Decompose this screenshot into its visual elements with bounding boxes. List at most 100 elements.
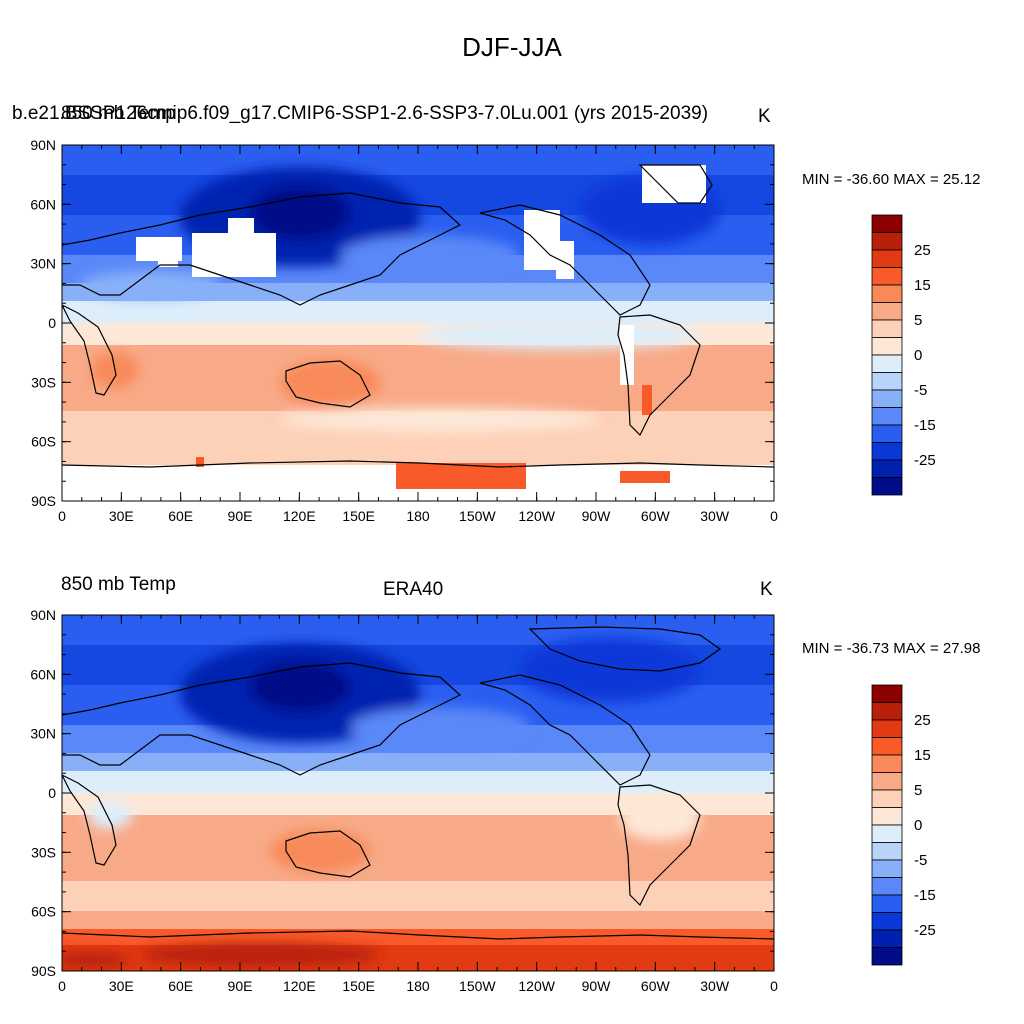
colorbar-swatch	[871, 912, 903, 931]
colorbar-label: 5	[914, 312, 922, 329]
lat-tick-label: 90N	[30, 607, 56, 623]
colorbar-label: 0	[914, 817, 922, 834]
lon-tick-label: 0	[770, 978, 778, 994]
lat-tick-label: 60S	[31, 904, 56, 920]
colorbar-label: 15	[914, 747, 931, 764]
colorbar-label: -5	[914, 852, 927, 869]
panel1-coastlines	[62, 164, 774, 468]
panel1-missing-data-mask	[136, 165, 706, 489]
lat-tick-label: 90S	[31, 963, 56, 979]
colorbar-swatch	[871, 424, 903, 443]
lon-tick-label: 0	[770, 508, 778, 524]
colorbar-swatch	[871, 442, 903, 461]
panel2-left-title: 850 mb Temp	[61, 574, 176, 595]
colorbar-swatch	[871, 372, 903, 391]
colorbar-swatch	[871, 789, 903, 808]
panel1-minmax-stats: MIN = -36.60 MAX = 25.12	[802, 171, 981, 188]
panel2-colorbar: 25 15 5 0 -5 -15 -25	[871, 684, 936, 966]
colorbar-swatch	[871, 249, 903, 268]
lat-tick-label: 0	[48, 315, 56, 331]
panel1-colorbar: 25 15 5 0 -5 -15 -25	[871, 214, 936, 496]
lon-tick-label: 30W	[700, 978, 730, 994]
colorbar-label: 25	[914, 242, 931, 259]
colorbar-swatch	[871, 947, 903, 966]
colorbar-swatch	[871, 319, 903, 338]
colorbar-swatch	[871, 684, 903, 703]
colorbar-label: 5	[914, 782, 922, 799]
lon-tick-label: 30E	[109, 978, 134, 994]
colorbar-label: 0	[914, 347, 922, 364]
lon-tick-label: 90E	[228, 508, 253, 524]
lon-tick-label: 180	[406, 978, 430, 994]
lon-tick-label: 0	[58, 508, 66, 524]
colorbar-swatch	[871, 737, 903, 756]
colorbar-label: -5	[914, 382, 927, 399]
colorbar-swatch	[871, 859, 903, 878]
colorbar-swatch	[871, 477, 903, 496]
panel1-run-title: b.e21.BSSP126cmip6.f09_g17.CMIP6-SSP1-2.…	[12, 103, 709, 124]
colorbar-swatch	[871, 719, 903, 738]
lat-tick-label: 90S	[31, 493, 56, 509]
lat-tick-label: 0	[48, 785, 56, 801]
colorbar-swatch	[871, 877, 903, 896]
lon-tick-label: 60W	[641, 508, 671, 524]
colorbar-swatch	[871, 807, 903, 826]
panel2-center-title: ERA40	[383, 579, 444, 600]
lon-tick-label: 120E	[283, 508, 316, 524]
colorbar-swatch	[871, 302, 903, 321]
lon-tick-label: 180	[406, 508, 430, 524]
panel2-coastlines	[62, 626, 774, 940]
lon-tick-label: 0	[58, 978, 66, 994]
panel2-map: 0 30E 60E 90E 120E 150E 180 150W 120W 90W 60W 30W 0 …	[30, 607, 936, 994]
figure-title: DJF-JJA	[462, 32, 562, 62]
lon-tick-label: 90W	[582, 978, 612, 994]
colorbar-swatch	[871, 337, 903, 356]
lat-tick-label: 30N	[30, 256, 56, 272]
colorbar-label: -15	[914, 417, 936, 434]
colorbar-swatch	[871, 929, 903, 948]
colorbar-swatch	[871, 284, 903, 303]
panel1-temperature-field	[62, 145, 774, 501]
lat-tick-label: 90N	[30, 137, 56, 153]
colorbar-swatch	[871, 267, 903, 286]
panel2-units: K	[760, 579, 773, 600]
lon-tick-label: 30E	[109, 508, 134, 524]
colorbar-swatch	[871, 754, 903, 773]
lat-tick-label: 30S	[31, 374, 56, 390]
lat-tick-label: 60S	[31, 434, 56, 450]
colorbar-label: 25	[914, 712, 931, 729]
lat-tick-label: 30S	[31, 844, 56, 860]
colorbar-label: 15	[914, 277, 931, 294]
panel1-map: 0 30E 60E 90E 120E 150E 180 150W 120W 90W 60W 30W 0 …	[30, 137, 936, 524]
panel1-units: K	[758, 106, 771, 127]
colorbar-swatch	[871, 824, 903, 843]
colorbar-swatch	[871, 894, 903, 913]
colorbar-label: -15	[914, 887, 936, 904]
lon-tick-label: 120W	[518, 508, 555, 524]
colorbar-swatch	[871, 214, 903, 233]
colorbar-swatch	[871, 772, 903, 791]
lon-tick-label: 150W	[459, 508, 496, 524]
colorbar-swatch	[871, 702, 903, 721]
colorbar-swatch	[871, 389, 903, 408]
colorbar-swatch	[871, 407, 903, 426]
colorbar-label: -25	[914, 452, 936, 469]
colorbar-label: -25	[914, 922, 936, 939]
colorbar-swatch	[871, 354, 903, 373]
panel2-minmax-stats: MIN = -36.73 MAX = 27.98	[802, 640, 981, 657]
lon-tick-label: 90W	[582, 508, 612, 524]
lat-tick-label: 60N	[30, 196, 56, 212]
lon-tick-label: 150E	[342, 508, 375, 524]
panel2-temperature-field	[62, 615, 774, 971]
colorbar-swatch	[871, 459, 903, 478]
lon-tick-label: 60W	[641, 978, 671, 994]
lat-tick-label: 60N	[30, 666, 56, 682]
lat-tick-label: 30N	[30, 726, 56, 742]
colorbar-swatch	[871, 232, 903, 251]
lon-tick-label: 90E	[228, 978, 253, 994]
colorbar-swatch	[871, 842, 903, 861]
lon-tick-label: 60E	[168, 508, 193, 524]
lon-tick-label: 120E	[283, 978, 316, 994]
lon-tick-label: 60E	[168, 978, 193, 994]
lon-tick-label: 120W	[518, 978, 555, 994]
